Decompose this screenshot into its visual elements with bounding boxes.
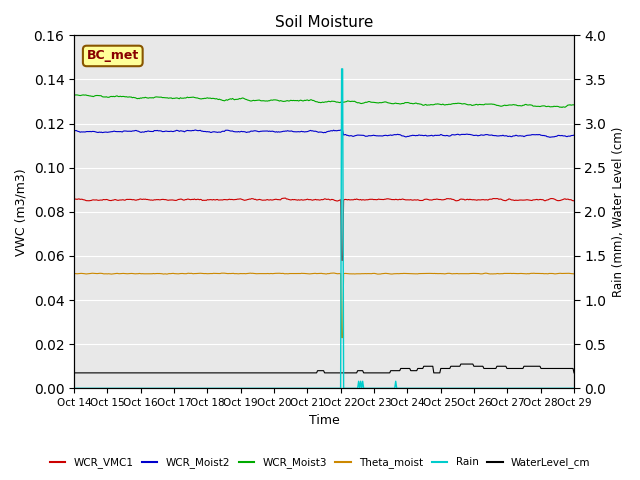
- WCR_Moist3: [70, 92, 78, 98]
- WaterLevel_cm: [368, 370, 376, 376]
- Theta_moist: [560, 271, 568, 276]
- WCR_VMC1: [282, 195, 289, 201]
- WaterLevel_cm: [340, 370, 348, 376]
- WCR_VMC1: [560, 196, 568, 202]
- WCR_VMC1: [370, 197, 378, 203]
- Theta_moist: [343, 271, 351, 276]
- Theta_moist: [570, 271, 578, 276]
- Rain: [559, 385, 567, 391]
- Line: Rain: Rain: [74, 69, 574, 388]
- Theta_moist: [338, 335, 346, 340]
- Line: WCR_Moist3: WCR_Moist3: [74, 95, 574, 108]
- WCR_Moist3: [308, 97, 316, 103]
- Text: BC_met: BC_met: [86, 49, 139, 62]
- WCR_Moist3: [570, 102, 578, 108]
- Title: Soil Moisture: Soil Moisture: [275, 15, 373, 30]
- Legend: WCR_VMC1, WCR_Moist2, WCR_Moist3, Theta_moist, Rain, WaterLevel_cm: WCR_VMC1, WCR_Moist2, WCR_Moist3, Theta_…: [45, 453, 595, 472]
- Rain: [369, 385, 376, 391]
- Rain: [70, 385, 78, 391]
- WaterLevel_cm: [570, 370, 578, 376]
- Y-axis label: VWC (m3/m3): VWC (m3/m3): [15, 168, 28, 256]
- Line: WCR_VMC1: WCR_VMC1: [74, 198, 574, 260]
- Line: WaterLevel_cm: WaterLevel_cm: [74, 364, 574, 373]
- Theta_moist: [482, 270, 490, 276]
- Theta_moist: [370, 271, 378, 276]
- Line: Theta_moist: Theta_moist: [74, 273, 574, 337]
- WCR_VMC1: [70, 196, 78, 202]
- Theta_moist: [330, 270, 337, 276]
- X-axis label: Time: Time: [308, 414, 339, 427]
- Theta_moist: [70, 271, 78, 276]
- WaterLevel_cm: [308, 370, 316, 376]
- WaterLevel_cm: [481, 366, 489, 372]
- WCR_Moist2: [560, 133, 568, 139]
- WCR_Moist3: [342, 99, 349, 105]
- WaterLevel_cm: [559, 366, 567, 372]
- WCR_Moist3: [312, 99, 319, 105]
- Rain: [481, 385, 489, 391]
- WCR_Moist3: [369, 99, 376, 105]
- WCR_Moist2: [312, 128, 319, 134]
- WCR_VMC1: [343, 197, 351, 203]
- WCR_VMC1: [312, 196, 319, 202]
- Rain: [342, 385, 349, 391]
- WaterLevel_cm: [457, 361, 465, 367]
- WCR_Moist2: [308, 128, 316, 133]
- WCR_Moist3: [79, 92, 87, 98]
- WCR_Moist2: [546, 134, 554, 140]
- WCR_Moist2: [481, 132, 489, 138]
- WCR_Moist2: [191, 127, 199, 133]
- Line: WCR_Moist2: WCR_Moist2: [74, 130, 574, 137]
- Theta_moist: [311, 271, 319, 276]
- WCR_VMC1: [570, 198, 578, 204]
- WCR_Moist3: [558, 105, 566, 110]
- WCR_Moist2: [570, 132, 578, 138]
- WCR_Moist2: [70, 128, 78, 133]
- WCR_VMC1: [482, 197, 490, 203]
- WCR_Moist2: [369, 132, 376, 138]
- Theta_moist: [308, 271, 316, 276]
- Y-axis label: Rain (mm), Water Level (cm): Rain (mm), Water Level (cm): [612, 127, 625, 297]
- WCR_Moist3: [481, 101, 489, 107]
- WCR_Moist3: [560, 104, 568, 110]
- WCR_Moist2: [342, 132, 349, 137]
- WaterLevel_cm: [311, 370, 319, 376]
- WCR_VMC1: [338, 257, 346, 263]
- Rain: [311, 385, 319, 391]
- Rain: [570, 385, 578, 391]
- Rain: [308, 385, 316, 391]
- WaterLevel_cm: [70, 370, 78, 376]
- WCR_VMC1: [308, 197, 316, 203]
- Rain: [338, 66, 346, 72]
